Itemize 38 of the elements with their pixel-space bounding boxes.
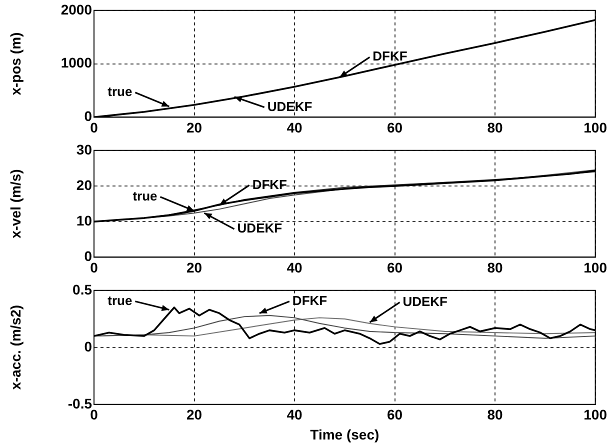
annotation: UDEKF	[402, 294, 448, 309]
x-tick-label: 40	[286, 406, 303, 423]
x-tick-label: 60	[387, 406, 403, 423]
x-tick-label: 100	[584, 259, 608, 276]
y-tick-label: 0	[84, 248, 92, 264]
annotation: DFKF	[372, 48, 408, 64]
x-tick-label: 80	[487, 406, 504, 423]
y-axis-title: x-vel (m/s)	[7, 169, 24, 238]
annotation: DFKF	[252, 176, 288, 192]
x-tick-label: 60	[387, 119, 403, 136]
x-tick-label: 40	[286, 119, 303, 136]
annotation: true	[108, 84, 132, 100]
y-axis-title: x-acc. (m/s2)	[7, 304, 24, 390]
y-tick-label: 0	[84, 108, 92, 124]
x-tick-label: 20	[186, 119, 202, 136]
annotation: UDEKF	[237, 220, 282, 236]
x-tick-label: 80	[487, 259, 504, 276]
x-tick-label: 80	[487, 119, 504, 136]
y-tick-label: 1000	[60, 54, 92, 71]
x-axis-title: Time (sec)	[310, 426, 380, 442]
x-tick-label: 40	[286, 259, 303, 276]
y-tick-label: 0.5	[72, 281, 92, 298]
y-axis-title: x-pos (m)	[7, 32, 24, 96]
annotation: UDEKF	[267, 98, 312, 114]
x-tick-label: 100	[584, 406, 608, 423]
x-tick-label: 100	[584, 119, 608, 136]
y-tick-label: 20	[76, 176, 92, 193]
y-tick-label: 10	[76, 212, 92, 228]
y-tick-label: 2000	[60, 1, 92, 18]
annotation: true	[132, 188, 158, 204]
x-tick-label: 20	[186, 259, 202, 276]
y-tick-label: -0.5	[68, 395, 92, 412]
y-tick-label: 0	[84, 338, 92, 354]
y-tick-label: 30	[76, 141, 92, 158]
annotation: true	[108, 292, 132, 308]
x-tick-label: 60	[387, 259, 403, 276]
annotation: DFKF	[292, 292, 328, 308]
x-tick-label: 20	[186, 406, 202, 423]
